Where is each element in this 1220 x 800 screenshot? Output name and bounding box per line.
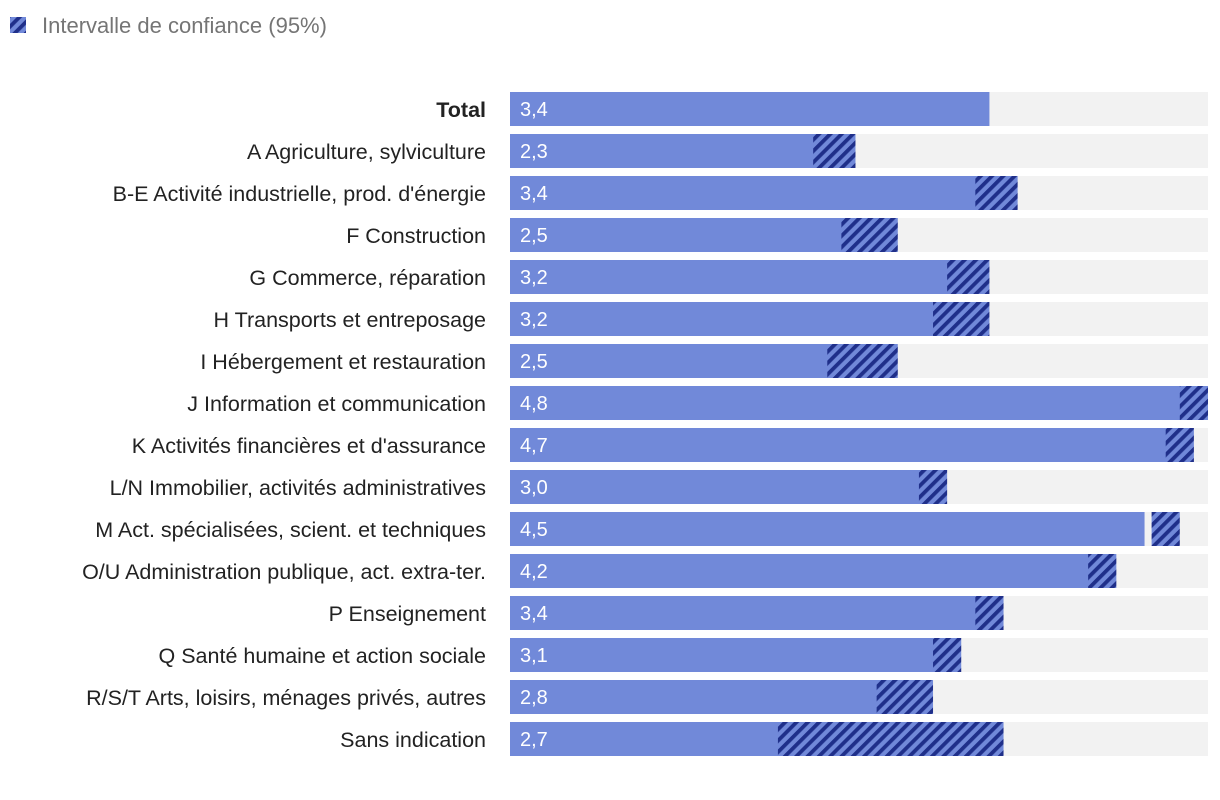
category-label: H Transports et entreposage [214, 308, 487, 332]
category-label: B-E Activité industrielle, prod. d'énerg… [113, 182, 486, 206]
bar [510, 176, 990, 210]
confidence-interval [947, 260, 990, 294]
confidence-interval [1088, 554, 1117, 588]
value-label: 2,7 [520, 729, 548, 751]
confidence-interval [841, 218, 898, 252]
value-label: 3,2 [520, 267, 548, 289]
bar [510, 638, 948, 672]
bar-row: B-E Activité industrielle, prod. d'énerg… [113, 176, 1208, 210]
bar-row: G Commerce, réparation 3,2 [249, 260, 1208, 294]
confidence-interval [1165, 428, 1194, 462]
bar-row: F Construction 2,5 [346, 218, 1208, 252]
value-label: 3,4 [520, 183, 548, 205]
category-label: Sans indication [340, 728, 486, 752]
value-label: 2,5 [520, 225, 548, 247]
value-label: 3,1 [520, 645, 548, 667]
value-label: 3,0 [520, 477, 548, 499]
bar-row: Q Santé humaine et action sociale 3,1 [159, 638, 1208, 672]
legend: Intervalle de confiance (95%) [10, 13, 327, 38]
value-label: 3,4 [520, 603, 548, 625]
bar [510, 428, 1173, 462]
bar [510, 260, 962, 294]
category-label: P Enseignement [329, 602, 486, 626]
bar [510, 134, 835, 168]
category-label: F Construction [346, 224, 486, 248]
bar [510, 596, 990, 630]
bar [510, 302, 962, 336]
confidence-interval [813, 134, 856, 168]
bar [510, 680, 905, 714]
bar-row: H Transports et entreposage 3,2 [214, 302, 1208, 336]
bar-row: P Enseignement 3,4 [329, 596, 1208, 630]
value-label: 2,8 [520, 687, 548, 709]
bar-row: A Agriculture, sylviculture 2,3 [247, 134, 1208, 168]
category-label: I Hébergement et restauration [200, 350, 486, 374]
value-label: 4,7 [520, 435, 548, 457]
bar [510, 512, 1145, 546]
confidence-interval [933, 302, 990, 336]
bar-row: O/U Administration publique, act. extra-… [82, 554, 1208, 588]
confidence-interval [975, 176, 1018, 210]
value-label: 4,2 [520, 561, 548, 583]
bar [510, 344, 863, 378]
category-label: O/U Administration publique, act. extra-… [82, 560, 486, 584]
bar-row: K Activités financières et d'assurance 4,… [132, 428, 1208, 462]
category-label: Total [436, 98, 486, 122]
bar [510, 554, 1103, 588]
category-label: G Commerce, réparation [249, 266, 486, 290]
category-label: R/S/T Arts, loisirs, ménages privés, aut… [86, 686, 486, 710]
value-label: 4,5 [520, 519, 548, 541]
confidence-interval [975, 596, 1004, 630]
category-label: K Activités financières et d'assurance [132, 434, 486, 458]
value-label: 2,3 [520, 141, 548, 163]
confidence-interval [918, 470, 948, 504]
category-label: A Agriculture, sylviculture [247, 140, 486, 164]
bar [510, 386, 1187, 420]
bar-row: M Act. spécialisées, scient. et techniqu… [95, 512, 1208, 546]
value-label: 3,2 [520, 309, 548, 331]
legend-hatch-swatch [10, 17, 26, 33]
confidence-interval [827, 344, 898, 378]
bar-row: L/N Immobilier, activités administrative… [110, 470, 1208, 504]
bar-row: J Information et communication 4,8 [187, 386, 1208, 420]
category-label: L/N Immobilier, activités administrative… [110, 476, 486, 500]
bar [510, 92, 990, 126]
bar-row: Total 3,4 [436, 92, 1208, 126]
legend-label: Intervalle de confiance (95%) [42, 13, 327, 38]
confidence-interval [876, 680, 934, 714]
category-label: Q Santé humaine et action sociale [159, 644, 486, 668]
category-label: J Information et communication [187, 392, 486, 416]
confidence-interval [777, 722, 1004, 756]
value-label: 3,4 [520, 99, 548, 121]
value-label: 2,5 [520, 351, 548, 373]
chart-rows: Total 3,4 A Agriculture, sylviculture 2,3 B-… [82, 92, 1208, 756]
bar-row: I Hébergement et restauration 2,5 [200, 344, 1208, 378]
bar [510, 470, 934, 504]
bar-row: Sans indication 2,7 [340, 722, 1208, 756]
confidence-interval [933, 638, 962, 672]
bar-row: R/S/T Arts, loisirs, ménages privés, aut… [86, 680, 1208, 714]
confidence-interval [1179, 386, 1208, 420]
value-label: 4,8 [520, 393, 548, 415]
bar [510, 218, 863, 252]
category-label: M Act. spécialisées, scient. et techniqu… [95, 518, 486, 542]
confidence-interval [1151, 512, 1180, 546]
